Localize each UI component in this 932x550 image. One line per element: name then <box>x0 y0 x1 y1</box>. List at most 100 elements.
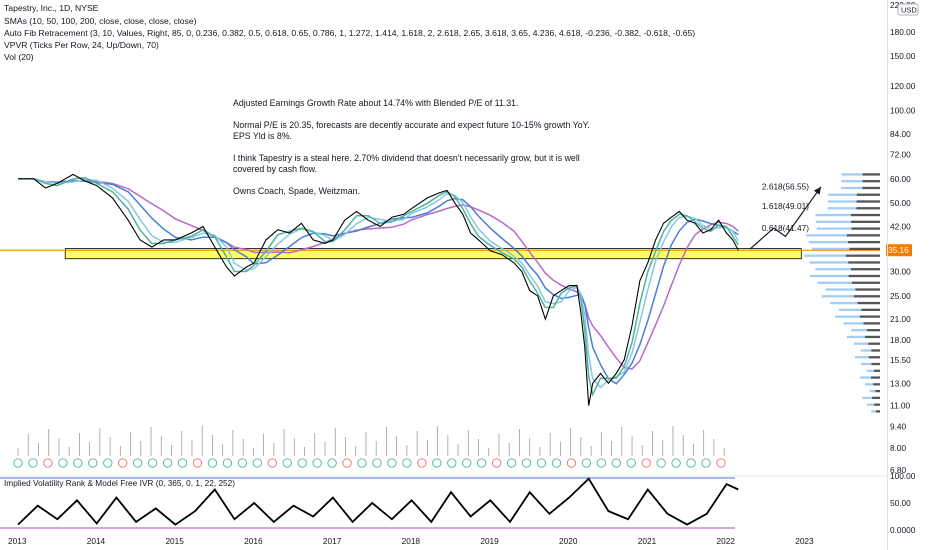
earnings-marker <box>551 458 562 468</box>
vpvr-bar-up <box>830 301 858 305</box>
vpvr-bar-down <box>870 376 880 379</box>
earnings-marker <box>447 458 457 468</box>
note-line: Owns Coach, Spade, Weitzman. <box>233 186 360 196</box>
earnings-marker <box>133 458 143 468</box>
vpvr-bar-down <box>857 301 880 305</box>
earnings-marker <box>611 458 621 468</box>
earnings-marker <box>641 458 651 468</box>
earnings-marker <box>581 458 592 468</box>
axis-separator <box>887 0 888 550</box>
y-tick-label: 9.40 <box>890 422 907 432</box>
earnings-marker <box>716 458 726 468</box>
vpvr-bar-down <box>874 369 880 372</box>
vpvr-bar-up <box>804 254 846 257</box>
earnings-marker <box>357 458 367 468</box>
vpvr-bar-down <box>868 356 880 359</box>
projection-arrow <box>749 186 822 250</box>
y-tick-label: 30.00 <box>890 266 911 276</box>
indicator-auto-fib[interactable]: Auto Fib Retracement (3, 10, Values, Rig… <box>4 28 696 38</box>
earnings-marker <box>491 458 502 468</box>
vpvr-bar-up <box>840 186 863 190</box>
x-tick-label: 2015 <box>165 536 184 546</box>
vpvr-bar-down <box>853 295 880 298</box>
vpvr-bar-up <box>851 329 868 332</box>
idea-note: Adjusted Earnings Growth Rate about 14.7… <box>233 98 593 208</box>
x-tick-label: 2019 <box>480 536 499 546</box>
vpvr-bar-up <box>810 274 849 278</box>
sma-line-2 <box>18 178 739 389</box>
vpvr-bar-up <box>828 193 857 196</box>
vpvr-bar-up <box>859 376 871 379</box>
y-tick-label: 13.00 <box>890 378 911 388</box>
earnings-marker <box>147 458 158 468</box>
vpvr-bar-up <box>866 403 875 406</box>
vpvr-bar-down <box>873 383 880 386</box>
price-series <box>18 173 739 406</box>
earnings-marker <box>58 458 68 468</box>
vpvr-bar-up <box>827 200 857 203</box>
indicator-smas[interactable]: SMAs (10, 50, 100, 200, close, close, cl… <box>4 16 197 26</box>
vpvr-bar-up <box>861 362 872 366</box>
y-tick-label: 11.00 <box>890 401 911 411</box>
earnings-marker <box>103 458 113 468</box>
earnings-marker <box>387 458 397 468</box>
x-tick-label: 2020 <box>559 536 578 546</box>
vpvr-bar-down <box>845 254 880 257</box>
vpvr-bar-up <box>821 295 854 298</box>
y-tick-label: 50.00 <box>890 198 911 208</box>
vpvr-bar-down <box>850 213 880 217</box>
earnings-marker <box>297 458 307 468</box>
vpvr-bar-up <box>865 383 874 386</box>
vpvr-bar-down <box>851 220 880 223</box>
ivr-series <box>17 477 739 526</box>
vpvr-bar-down <box>872 396 880 400</box>
earnings-marker <box>462 458 472 468</box>
indicator-vpvr[interactable]: VPVR (Ticks Per Row, 24, Up/Down, 70) <box>4 40 159 50</box>
indicator-vol[interactable]: Vol (20) <box>4 52 34 62</box>
y-tick-label: 8.00 <box>890 443 907 453</box>
vpvr-bar-down <box>861 308 880 311</box>
vpvr-bar-up <box>816 227 852 230</box>
vpvr-bar-up <box>841 173 863 176</box>
y-tick-label: 25.00 <box>890 291 911 301</box>
y-tick-label: 21.00 <box>890 314 911 324</box>
currency-badge <box>897 3 919 16</box>
vpvr-bar-down <box>851 227 880 230</box>
vpvr-bar-up <box>843 322 864 325</box>
earnings-marker <box>192 458 203 468</box>
earnings-marker <box>701 458 711 468</box>
x-tick-label: 2021 <box>638 536 657 546</box>
sma-line-1 <box>18 178 739 385</box>
earnings-marker <box>686 458 696 468</box>
earnings-marker <box>402 458 412 468</box>
vpvr-bar-up <box>838 308 862 311</box>
vpvr-bar-up <box>815 268 851 271</box>
vpvr-bar-up <box>812 247 850 251</box>
earnings-marker <box>372 458 382 468</box>
earnings-marker <box>28 458 38 468</box>
vpvr-bar-up <box>871 410 877 413</box>
vpvr-bar-down <box>871 349 880 352</box>
vpvr-bar-up <box>808 240 848 244</box>
sma-line-3 <box>18 176 739 397</box>
y-tick-label: 84.00 <box>890 129 911 139</box>
earnings-marker <box>327 458 337 468</box>
earnings-marker <box>536 458 547 468</box>
vpvr-bar-down <box>851 281 880 284</box>
earnings-marker <box>656 458 666 468</box>
vpvr-bar-up <box>866 369 875 372</box>
vpvr-bar-up <box>846 335 866 339</box>
earnings-marker <box>506 458 517 468</box>
projection-arrowhead <box>813 186 821 195</box>
vpvr-bar-up <box>815 213 851 217</box>
earnings-marker <box>252 458 262 468</box>
vpvr-bar-down <box>862 180 880 183</box>
y-tick-label: 180.00 <box>890 27 916 37</box>
vpvr-bar-up <box>841 180 863 183</box>
vpvr-bar-down <box>846 234 880 237</box>
y-tick-label: 15.50 <box>890 355 911 365</box>
y-tick-label: 6.80 <box>890 465 907 475</box>
sma-line-0 <box>18 178 739 370</box>
earnings-marker <box>222 458 233 468</box>
